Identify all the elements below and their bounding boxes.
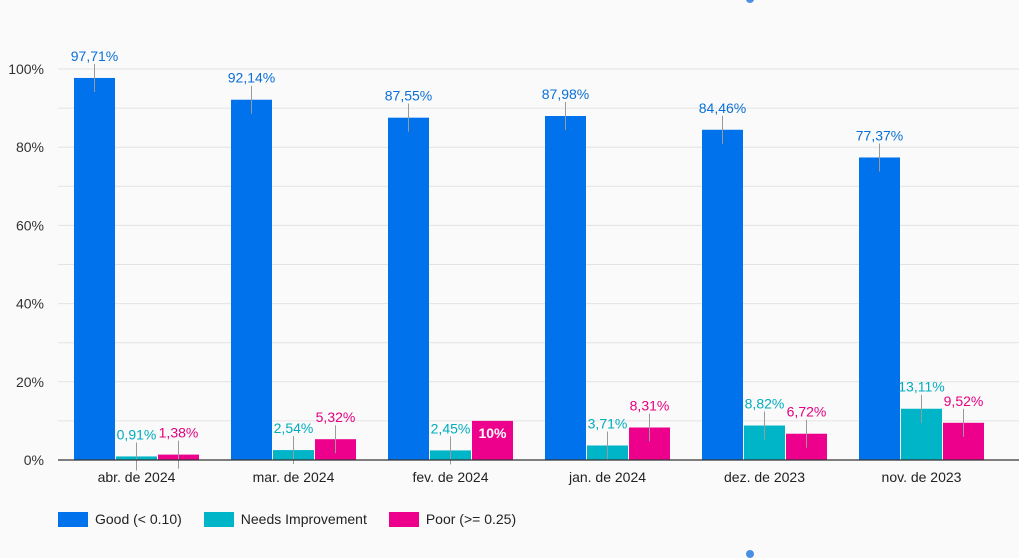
category-label: jan. de 2024 <box>568 469 646 485</box>
legend-label-good: Good (< 0.10) <box>95 511 182 527</box>
data-label: 1,38% <box>159 425 199 441</box>
y-tick-label: 80% <box>16 139 44 155</box>
data-label: 9,52% <box>944 393 984 409</box>
data-label: 8,82% <box>745 396 785 412</box>
data-label: 84,46% <box>699 100 746 116</box>
legend-swatch-good <box>58 511 88 527</box>
bar <box>472 420 513 460</box>
data-label: 2,54% <box>274 420 314 436</box>
bar <box>859 157 900 460</box>
data-label: 13,11% <box>898 379 944 395</box>
bar <box>388 117 429 460</box>
legend-item-good[interactable]: Good (< 0.10) <box>58 511 182 527</box>
category-label: fev. de 2024 <box>412 469 488 485</box>
resize-handle-bottom[interactable] <box>746 550 754 558</box>
data-label: 5,32% <box>316 409 356 425</box>
bar <box>702 129 743 460</box>
y-tick-label: 40% <box>16 296 44 312</box>
data-label: 8,31% <box>630 398 670 414</box>
data-label: 87,98% <box>542 86 589 102</box>
legend-item-poor[interactable]: Poor (>= 0.25) <box>388 511 517 527</box>
data-label: 2,45% <box>431 420 471 436</box>
category-label: dez. de 2023 <box>724 469 805 485</box>
y-tick-label: 20% <box>16 374 44 390</box>
data-label: 97,71% <box>71 48 118 64</box>
data-label: 0,91% <box>117 426 157 442</box>
y-tick-label: 100% <box>8 61 44 77</box>
legend-label-poor: Poor (>= 0.25) <box>425 511 517 527</box>
category-label: mar. de 2024 <box>253 469 335 485</box>
data-label: 6,72% <box>787 404 827 420</box>
data-label: 10% <box>478 425 507 441</box>
category-label: nov. de 2023 <box>882 469 962 485</box>
y-tick-label: 60% <box>16 217 44 233</box>
category-label: abr. de 2024 <box>98 469 176 485</box>
bar <box>545 115 586 460</box>
legend-swatch-poor <box>388 511 419 527</box>
data-label: 3,71% <box>588 415 628 431</box>
legend: Good (< 0.10) Needs Improvement Poor (>=… <box>58 511 516 527</box>
legend-label-needs-improvement: Needs Improvement <box>240 511 367 527</box>
legend-swatch-needs-improvement <box>203 511 234 527</box>
y-tick-label: 0% <box>24 452 44 468</box>
legend-item-needs-improvement[interactable]: Needs Improvement <box>203 511 367 527</box>
data-label: 92,14% <box>228 70 275 86</box>
bar <box>231 99 272 460</box>
bar-chart: 0% 20% 40% 60% 80% 100% 97,71% 0,91% 1,38% abr. d… <box>8 48 1019 485</box>
data-label: 87,55% <box>385 88 432 104</box>
bar <box>74 77 115 460</box>
data-label: 77,37% <box>856 127 903 143</box>
resize-handle-top[interactable] <box>746 0 754 3</box>
